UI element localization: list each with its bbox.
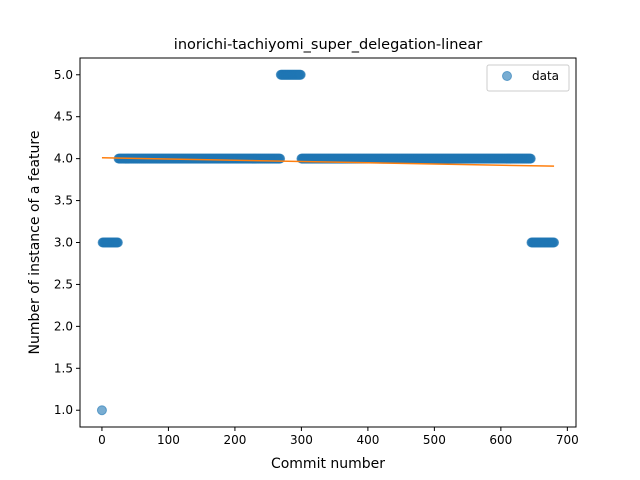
y-tick-label: 5.0 [54, 68, 73, 82]
data-point [550, 238, 559, 247]
y-tick-label: 3.0 [54, 236, 73, 250]
x-tick-label: 100 [157, 433, 180, 447]
data-point [113, 238, 122, 247]
y-tick-label: 3.5 [54, 194, 73, 208]
chart-title: inorichi-tachiyomi_super_delegation-line… [174, 37, 482, 53]
y-tick-label: 1.0 [54, 403, 73, 417]
data-point [296, 70, 305, 79]
y-tick-label: 4.0 [54, 152, 73, 166]
x-tick-label: 300 [290, 433, 313, 447]
x-tick-label: 600 [489, 433, 512, 447]
data-point [97, 406, 106, 415]
x-tick-label: 700 [556, 433, 579, 447]
y-tick-label: 2.5 [54, 277, 73, 291]
y-tick-label: 2.0 [54, 319, 73, 333]
legend-label-data: data [532, 69, 559, 83]
plot-area [97, 70, 558, 414]
y-tick-label: 1.5 [54, 361, 73, 375]
x-axis: 0 100 200 300 400 500 600 700 [98, 427, 579, 447]
legend-marker [503, 72, 512, 81]
x-tick-label: 0 [98, 433, 106, 447]
legend: data [487, 65, 569, 91]
y-axis: 1.0 1.5 2.0 2.5 3.0 3.5 4.0 4.5 5.0 [54, 68, 80, 417]
x-tick-label: 200 [223, 433, 246, 447]
y-tick-label: 4.5 [54, 110, 73, 124]
x-tick-label: 400 [356, 433, 379, 447]
data-point [526, 154, 535, 163]
x-tick-label: 500 [423, 433, 446, 447]
y-axis-label: Number of instance of a feature [27, 131, 43, 355]
axes-frame [80, 58, 576, 427]
x-axis-label: Commit number [271, 456, 385, 472]
